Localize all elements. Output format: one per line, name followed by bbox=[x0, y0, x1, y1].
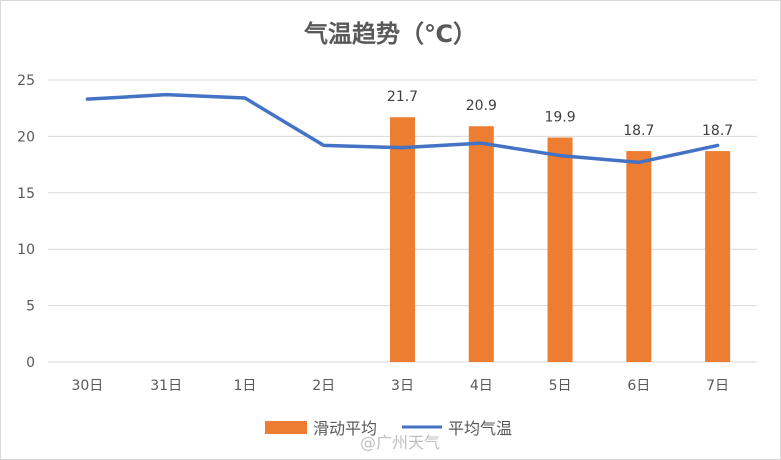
y-tick-label: 5 bbox=[26, 299, 35, 315]
bar bbox=[390, 117, 415, 362]
bar-data-label: 19.9 bbox=[544, 110, 575, 126]
bar-data-label: 18.7 bbox=[623, 123, 654, 139]
y-axis-ticks: 0 5 10 15 20 25 bbox=[17, 73, 35, 371]
x-tick-label: 30日 bbox=[71, 378, 103, 394]
bar bbox=[547, 137, 573, 362]
bar bbox=[705, 151, 731, 362]
line-point bbox=[85, 97, 89, 101]
y-tick-label: 25 bbox=[17, 73, 35, 89]
bar-data-labels: 21.7 20.9 19.9 18.7 18.7 bbox=[387, 89, 733, 139]
y-tick-label: 20 bbox=[17, 129, 35, 145]
y-tick-label: 15 bbox=[17, 186, 35, 202]
line-point bbox=[637, 160, 641, 164]
legend: 滑动平均 平均气温 bbox=[265, 419, 512, 438]
x-tick-label: 1日 bbox=[233, 378, 256, 394]
x-tick-label: 31日 bbox=[150, 378, 182, 394]
x-tick-label: 4日 bbox=[470, 378, 493, 394]
chart-title: 气温趋势（℃） bbox=[303, 20, 478, 48]
y-tick-label: 0 bbox=[26, 355, 35, 371]
line-series bbox=[85, 92, 720, 165]
line-point bbox=[479, 141, 483, 145]
x-tick-label: 3日 bbox=[391, 378, 414, 394]
legend-swatch-bar bbox=[265, 421, 307, 434]
line-point bbox=[322, 143, 326, 147]
y-tick-label: 10 bbox=[17, 242, 35, 258]
line-point bbox=[401, 146, 404, 150]
x-tick-label: 7日 bbox=[706, 378, 729, 394]
bar-series bbox=[390, 117, 731, 362]
x-tick-label: 5日 bbox=[549, 378, 572, 394]
line-point bbox=[716, 143, 720, 147]
line-point bbox=[164, 93, 168, 97]
bar bbox=[626, 151, 652, 362]
x-axis-ticks: 30日 31日 1日 2日 3日 4日 5日 6日 7日 bbox=[71, 378, 729, 394]
line-point bbox=[243, 96, 247, 100]
bar-data-label: 21.7 bbox=[387, 89, 418, 105]
x-tick-label: 2日 bbox=[312, 378, 335, 394]
watermark: @广州天气 bbox=[360, 433, 440, 452]
bar-data-label: 20.9 bbox=[466, 98, 497, 114]
legend-label-bar: 滑动平均 bbox=[313, 419, 377, 438]
x-tick-label: 6日 bbox=[627, 378, 650, 394]
legend-label-line: 平均气温 bbox=[448, 419, 512, 438]
bar-data-label: 18.7 bbox=[702, 123, 733, 139]
bar bbox=[468, 126, 494, 362]
line-point bbox=[558, 154, 562, 158]
